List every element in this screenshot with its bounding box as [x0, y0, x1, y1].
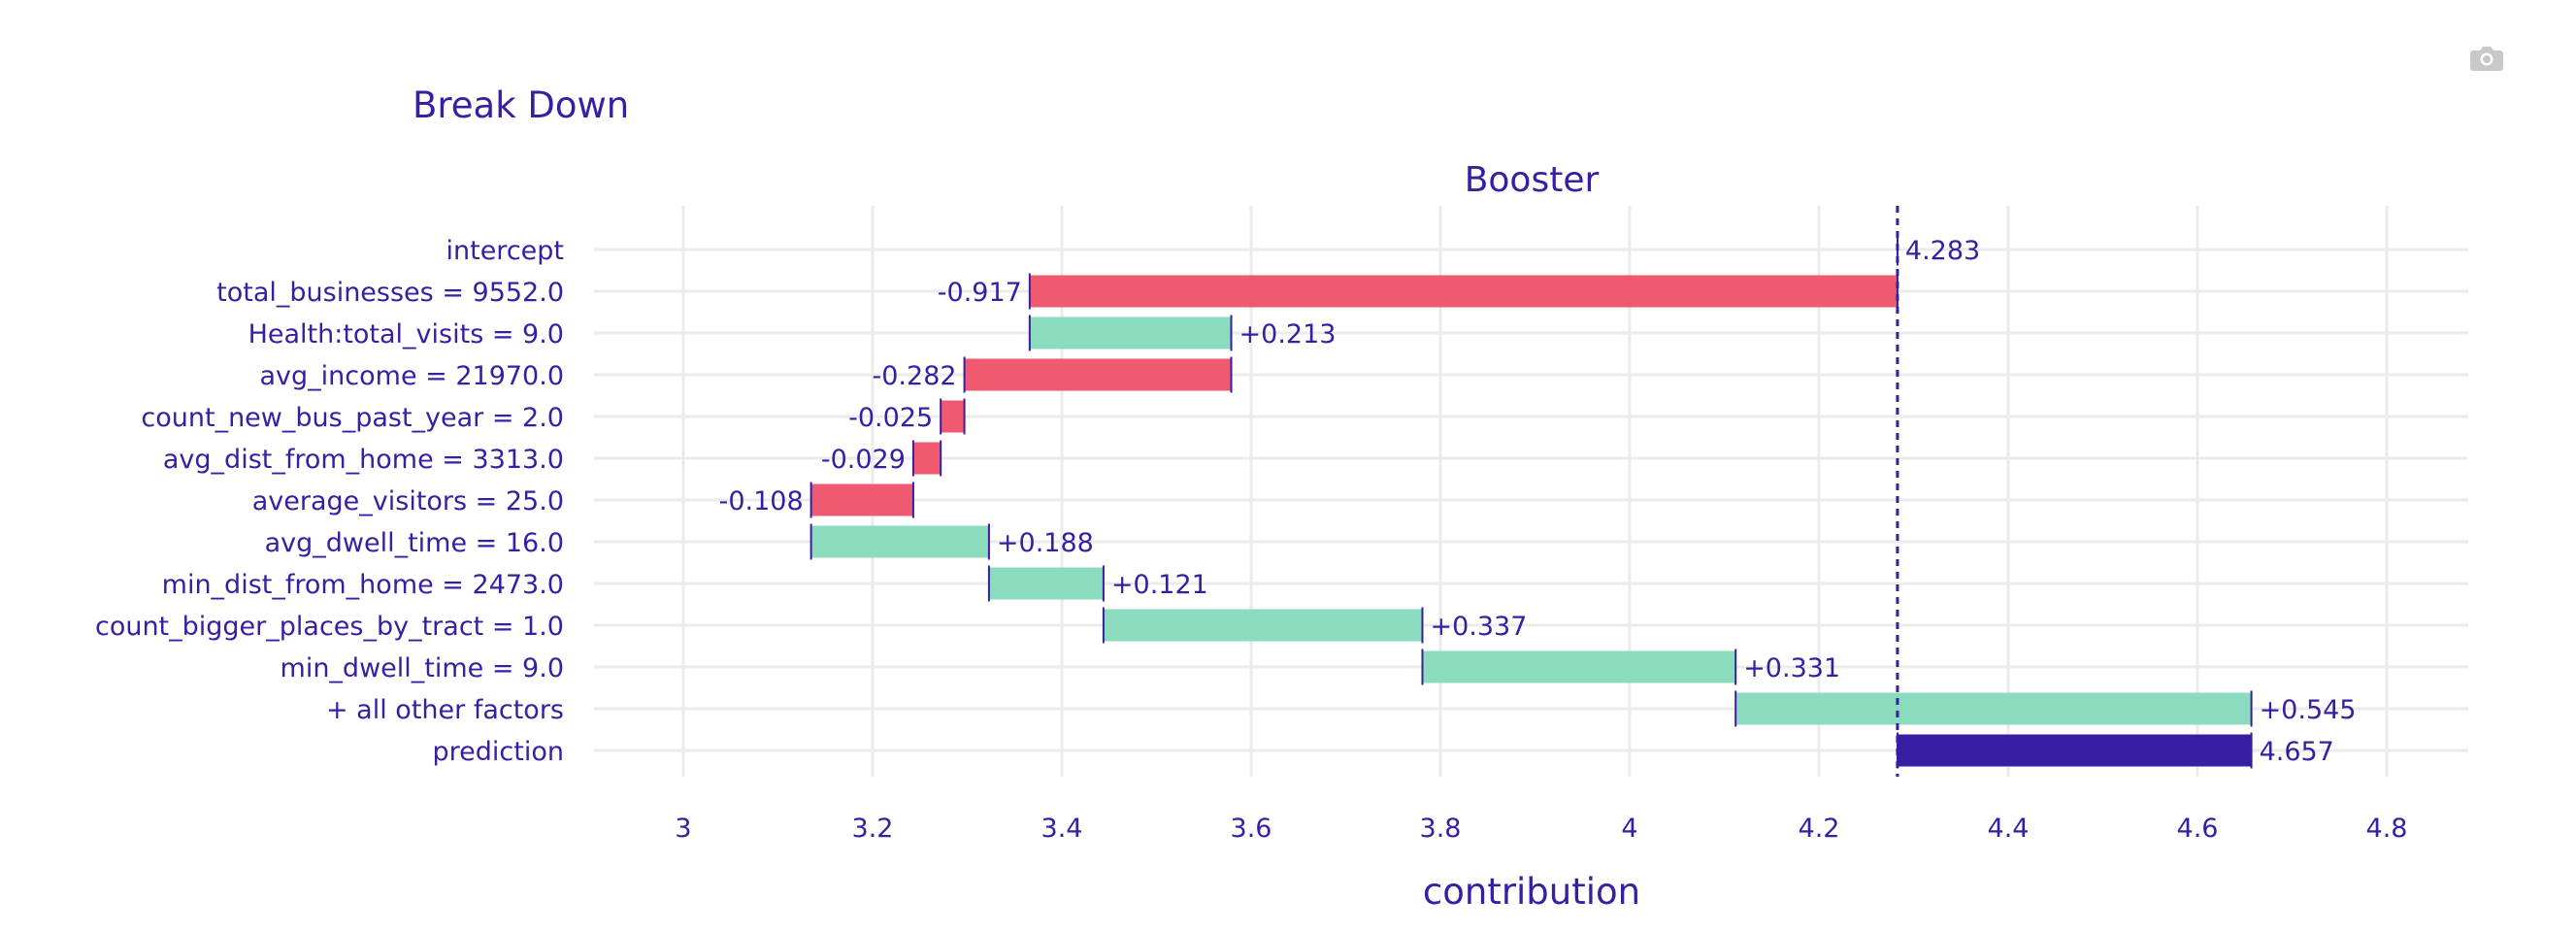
- data-label: +0.331: [1743, 653, 1840, 683]
- row-label: count_new_bus_past_year = 2.0: [141, 403, 564, 433]
- positive-bar: [810, 525, 989, 558]
- negative-bar: [941, 400, 965, 433]
- positive-bar: [988, 567, 1104, 600]
- negative-bar: [810, 483, 913, 516]
- positive-bar: [1422, 650, 1736, 683]
- bars: [809, 233, 2253, 769]
- data-label: +0.337: [1430, 612, 1527, 642]
- x-axis-title: contribution: [1423, 871, 1640, 913]
- x-tick-label: 3: [675, 814, 691, 844]
- data-label: -0.282: [873, 361, 957, 391]
- y-axis-labels: intercept total_businesses = 9552.0 Health…: [95, 236, 564, 767]
- x-tick-label: 3.4: [1041, 814, 1083, 844]
- positive-bar: [1029, 316, 1232, 350]
- row-label: min_dwell_time = 9.0: [281, 653, 564, 683]
- row-label: count_bigger_places_by_tract = 1.0: [95, 612, 564, 642]
- x-tick-label: 3.6: [1231, 814, 1272, 844]
- x-tick-label: 3.2: [852, 814, 894, 844]
- data-label: -0.029: [821, 445, 906, 475]
- data-label: 4.657: [2260, 737, 2334, 767]
- row-label: min_dist_from_home = 2473.0: [162, 570, 564, 600]
- row-label: average_visitors = 25.0: [252, 486, 564, 516]
- data-label: +0.188: [997, 528, 1094, 558]
- x-tick-label: 4.4: [1988, 814, 2030, 844]
- x-tick-label: 3.8: [1420, 814, 1462, 844]
- positive-bar: [1735, 692, 2252, 725]
- positive-bar: [1103, 609, 1423, 642]
- row-label: avg_dist_from_home = 3313.0: [163, 445, 564, 475]
- data-label: 4.283: [1905, 236, 1980, 266]
- chart-title: Break Down: [413, 84, 629, 126]
- data-label: +0.121: [1111, 570, 1208, 600]
- x-tick-label: 4.2: [1799, 814, 1840, 844]
- data-labels: 4.283 -0.917 +0.213 -0.282 -0.025 -0.029 -0.10…: [719, 236, 2357, 767]
- negative-bar: [912, 442, 941, 475]
- row-label: prediction: [433, 737, 564, 767]
- data-label: -0.108: [719, 486, 804, 516]
- x-tick-label: 4.8: [2366, 814, 2408, 844]
- chart-subtitle: Booster: [1465, 160, 1600, 200]
- camera-icon-glyph: [2470, 47, 2503, 71]
- data-label: +0.213: [1239, 319, 1337, 350]
- data-label: +0.545: [2260, 695, 2357, 725]
- row-label: avg_dwell_time = 16.0: [265, 528, 564, 558]
- negative-bar: [1029, 275, 1898, 308]
- row-label: total_businesses = 9552.0: [216, 278, 564, 308]
- row-label: intercept: [446, 236, 565, 266]
- row-label: Health:total_visits = 9.0: [248, 319, 564, 350]
- x-tick-label: 4.6: [2177, 814, 2219, 844]
- negative-bar: [964, 358, 1232, 391]
- camera-icon[interactable]: [2469, 45, 2504, 72]
- row-label: avg_income = 21970.0: [260, 361, 565, 391]
- x-tick-label: 4: [1621, 814, 1637, 844]
- prediction-bar: [1897, 734, 2252, 767]
- row-label: + all other factors: [326, 695, 564, 725]
- data-label: -0.917: [938, 278, 1022, 308]
- data-label: -0.025: [848, 403, 933, 433]
- x-axis-ticks: 3 3.2 3.4 3.6 3.8 4 4.2 4.4 4.6 4.8: [675, 814, 2407, 844]
